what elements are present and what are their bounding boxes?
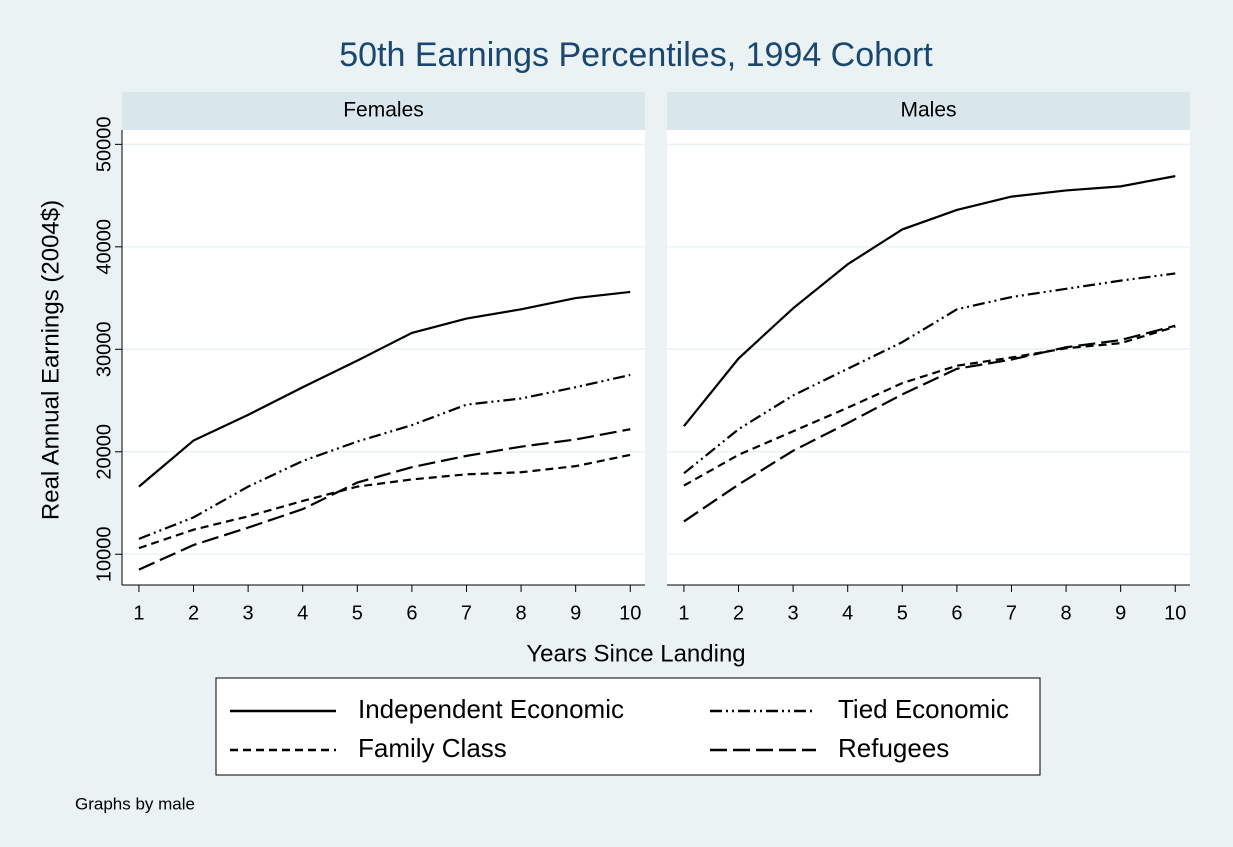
panel-title: Females bbox=[343, 99, 424, 122]
y-tick-label: 40000 bbox=[93, 219, 115, 275]
y-axis-title: Real Annual Earnings (2004$) bbox=[37, 200, 64, 520]
series-line bbox=[138, 453, 631, 550]
y-tick-label: 50000 bbox=[93, 117, 115, 173]
x-tick-label: 1 bbox=[678, 602, 689, 624]
panel-header bbox=[122, 92, 645, 130]
x-tick-label: 8 bbox=[1061, 602, 1072, 624]
series-line bbox=[138, 290, 631, 488]
series-line bbox=[683, 175, 1176, 427]
x-tick-label: 8 bbox=[516, 602, 527, 624]
x-tick-label: 4 bbox=[297, 602, 308, 624]
x-tick-label: 5 bbox=[352, 602, 363, 624]
panel-header bbox=[667, 92, 1190, 130]
series-line bbox=[683, 325, 1176, 487]
chart-title: 50th Earnings Percentiles, 1994 Cohort bbox=[339, 36, 933, 74]
x-tick-label: 3 bbox=[788, 602, 799, 624]
x-tick-label: 10 bbox=[619, 602, 641, 624]
series-line bbox=[683, 272, 1176, 475]
y-tick-label: 10000 bbox=[93, 526, 115, 582]
plot-area bbox=[122, 130, 645, 585]
x-tick-label: 6 bbox=[406, 602, 417, 624]
x-tick-label: 3 bbox=[243, 602, 254, 624]
x-tick-label: 9 bbox=[1115, 602, 1126, 624]
series-line bbox=[138, 373, 631, 540]
series-line bbox=[683, 324, 1176, 523]
series-line bbox=[138, 428, 631, 571]
x-tick-label: 1 bbox=[133, 602, 144, 624]
x-tick-label: 4 bbox=[842, 602, 853, 624]
x-tick-label: 6 bbox=[951, 602, 962, 624]
legend-label: Tied Economic bbox=[838, 694, 1009, 724]
plot-area bbox=[667, 130, 1190, 585]
x-tick-label: 9 bbox=[570, 602, 581, 624]
x-tick-label: 7 bbox=[461, 602, 472, 624]
x-tick-label: 10 bbox=[1164, 602, 1186, 624]
x-tick-label: 7 bbox=[1006, 602, 1017, 624]
x-tick-label: 2 bbox=[733, 602, 744, 624]
y-tick-label: 30000 bbox=[93, 321, 115, 377]
y-tick-label: 20000 bbox=[93, 424, 115, 480]
legend-label: Refugees bbox=[838, 733, 949, 763]
legend-label: Family Class bbox=[358, 733, 507, 763]
x-tick-label: 5 bbox=[897, 602, 908, 624]
panel-title: Males bbox=[900, 99, 956, 122]
legend-label: Independent Economic bbox=[358, 694, 624, 724]
note: Graphs by male bbox=[75, 794, 195, 813]
x-tick-label: 2 bbox=[188, 602, 199, 624]
legend bbox=[215, 677, 1041, 776]
x-axis-title: Years Since Landing bbox=[526, 640, 745, 667]
